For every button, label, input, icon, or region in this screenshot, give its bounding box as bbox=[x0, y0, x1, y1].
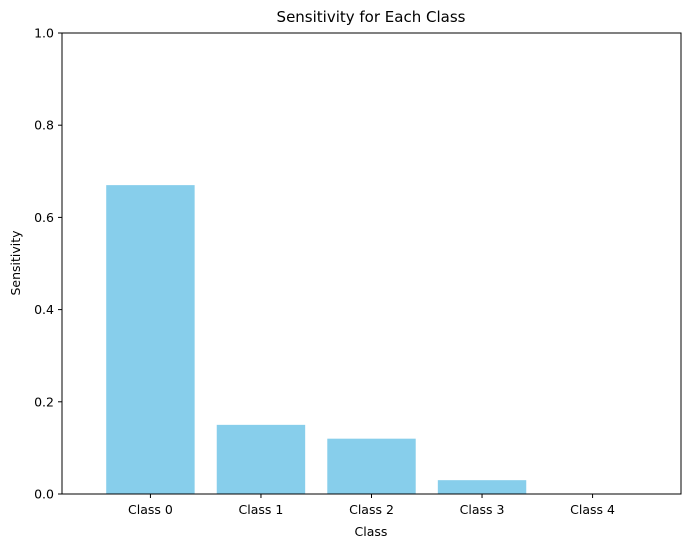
x-tick-label: Class 0 bbox=[128, 502, 173, 517]
x-tick-label: Class 3 bbox=[460, 502, 505, 517]
plot-frame bbox=[61, 32, 682, 495]
y-tick-label: 0.6 bbox=[34, 210, 54, 225]
y-axis-label: Sensitivity bbox=[8, 230, 23, 296]
y-tick-label: 1.0 bbox=[34, 26, 54, 41]
y-tick-label: 0.0 bbox=[34, 487, 54, 502]
x-tick-label: Class 2 bbox=[349, 502, 394, 517]
x-axis: Class 0 Class 1 Class 2 Class 3 Class 4 bbox=[128, 494, 615, 517]
bars-group bbox=[106, 185, 527, 494]
y-tick-label: 0.8 bbox=[34, 118, 54, 133]
bar-class-2 bbox=[327, 438, 416, 494]
bar-class-3 bbox=[437, 480, 527, 494]
bar-class-1 bbox=[216, 424, 306, 494]
x-axis-label: Class bbox=[355, 524, 388, 539]
chart-title: Sensitivity for Each Class bbox=[277, 8, 466, 26]
y-axis: 0.0 0.2 0.4 0.6 0.8 1.0 bbox=[34, 26, 62, 502]
y-tick-label: 0.2 bbox=[34, 394, 54, 409]
y-tick-label: 0.4 bbox=[34, 302, 54, 317]
bar-class-0 bbox=[106, 185, 195, 494]
x-tick-label: Class 1 bbox=[239, 502, 284, 517]
x-tick-label: Class 4 bbox=[570, 502, 615, 517]
